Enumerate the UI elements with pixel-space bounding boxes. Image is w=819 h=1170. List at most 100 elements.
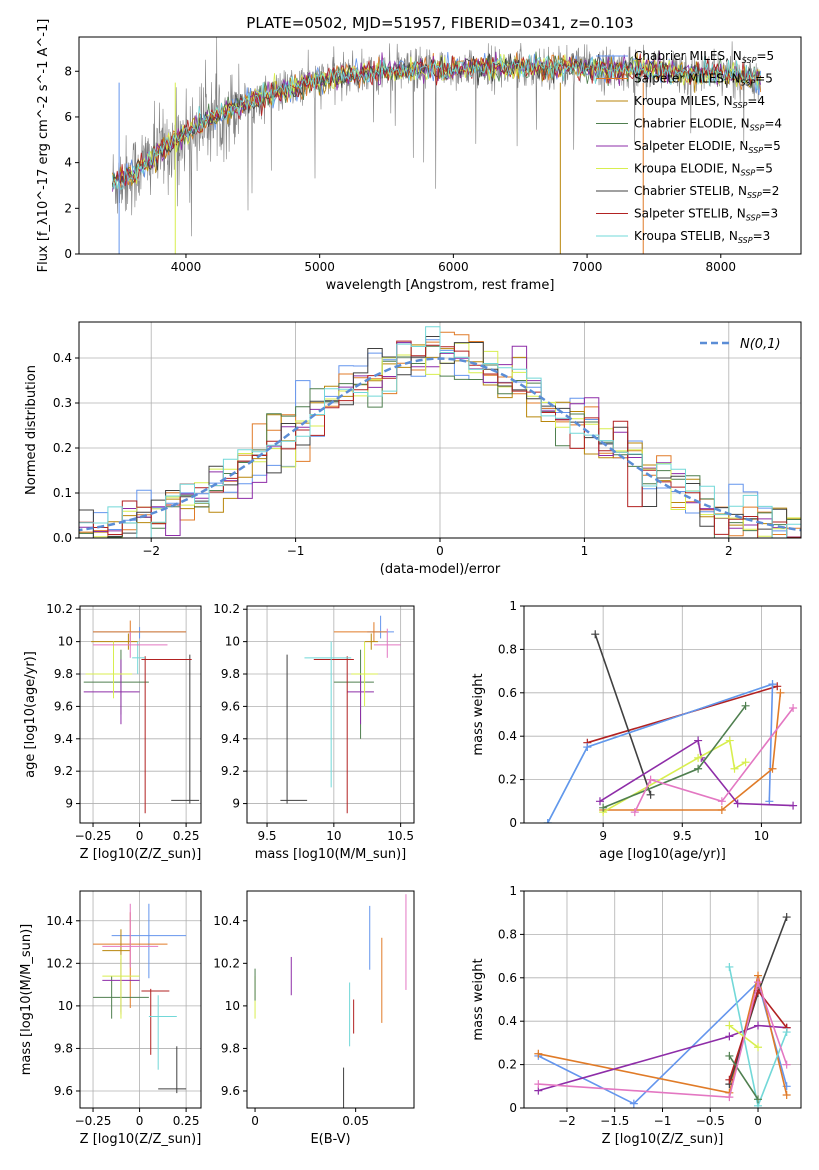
y-tick-label: 10.2 — [213, 956, 240, 970]
x-tick-label: 9 — [599, 829, 607, 843]
y-tick-label: 9 — [232, 797, 240, 811]
x-tick-label: 0.05 — [342, 1114, 369, 1128]
x-tick-label: 9.5 — [257, 829, 276, 843]
weight-marker — [725, 1032, 734, 1041]
y-tick-label: 8 — [64, 64, 72, 78]
y-tick-label: 0.8 — [498, 927, 517, 941]
y-tick-label: 0 — [509, 1101, 517, 1115]
weight-marker — [725, 962, 734, 971]
y-tick-label: 1 — [509, 884, 517, 898]
weight-marker — [599, 803, 608, 812]
residual-hist-9 — [79, 326, 801, 538]
weight-marker — [754, 1043, 763, 1052]
x-tick-label: 2 — [725, 544, 733, 558]
legend-label: Kroupa STELIB, NSSP=3 — [634, 229, 770, 245]
weight-marker — [789, 703, 798, 712]
x-axis-label: Z [log10(Z/Z_sun)] — [80, 847, 202, 862]
chart-mass-vs-EBV: 0 0.05 9.6 9.8 10 10.2 10.4 E(B-V) — [213, 890, 415, 1147]
chart-massweight-vs-Z: −2 −1.5 −1 −0.5 0 0 0.2 0.4 0.6 0.8 1 Z [log10(Z/Z_… — [471, 884, 802, 1147]
y-tick-label: 9.8 — [54, 667, 73, 681]
y-tick-label: 0.1 — [53, 486, 72, 500]
figure-title: PLATE=0502, MJD=51957, FIBERID=0341, z=0… — [246, 14, 633, 32]
weight-marker — [725, 736, 734, 745]
plot-area — [543, 630, 798, 823]
weight-marker — [768, 764, 777, 773]
plot-area — [280, 615, 401, 814]
hist-legend: N(0,1) — [700, 337, 781, 352]
x-axis-label: Z [log10(Z/Z_sun)] — [80, 1132, 202, 1147]
y-tick-label: 9.8 — [221, 667, 240, 681]
y-tick-label: 9.2 — [221, 764, 240, 778]
axes-frame — [523, 605, 802, 824]
y-tick-label: 0.2 — [53, 441, 72, 455]
y-tick-label: 9.6 — [221, 1084, 240, 1098]
legend-label: Chabrier STELIB, NSSP=2 — [634, 184, 779, 200]
x-tick-label: 6000 — [438, 260, 469, 274]
axes-frame — [246, 890, 415, 1109]
weight-marker — [646, 790, 655, 799]
weight-marker — [694, 736, 703, 745]
plot-area — [534, 913, 791, 1108]
y-tick-label: 4 — [64, 156, 72, 170]
x-tick-label: −1 — [654, 1114, 672, 1128]
y-tick-label: 0.2 — [498, 1058, 517, 1072]
x-tick-label: 0 — [251, 1114, 259, 1128]
y-tick-label: 9 — [65, 797, 73, 811]
legend-label: N(0,1) — [740, 337, 781, 352]
x-tick-label: −2 — [558, 1114, 576, 1128]
weight-marker — [773, 682, 782, 691]
weight-marker — [782, 1090, 791, 1099]
plot-area — [83, 620, 200, 814]
model-spectrum-9 — [112, 54, 761, 190]
weight-marker — [782, 1060, 791, 1069]
axes-frame — [78, 36, 802, 255]
y-tick-label: 10 — [58, 999, 73, 1013]
weight-marker — [646, 775, 655, 784]
y-tick-label: 0.4 — [53, 351, 72, 365]
y-tick-label: 9.8 — [54, 1041, 73, 1055]
x-tick-label: 0 — [436, 544, 444, 558]
y-axis-label: Normed distribution — [24, 365, 39, 495]
legend-label: Chabrier ELODIE, NSSP=4 — [634, 117, 782, 133]
chart-panels: 4000 5000 6000 7000 8000 0 2 4 6 8 wavelength [Ang… — [19, 19, 802, 1147]
y-tick-label: 9.8 — [221, 1041, 240, 1055]
weight-marker — [782, 913, 791, 922]
weight-marker — [595, 797, 604, 806]
plot-area — [254, 894, 407, 1108]
weight-marker — [725, 1051, 734, 1060]
weight-marker — [754, 1021, 763, 1030]
weight-marker — [730, 764, 739, 773]
weight-marker — [754, 978, 763, 987]
y-tick-label: 0 — [509, 816, 517, 830]
plot-area — [112, 37, 761, 254]
legend-label: Salpeter MILES, NSSP=5 — [634, 72, 773, 88]
x-axis-label: E(B-V) — [310, 1132, 350, 1147]
weight-line-1 — [546, 683, 773, 823]
weight-marker — [717, 797, 726, 806]
weight-line-3 — [594, 633, 652, 796]
chart-age-vs-Z: −0.25 0 0.25 9 9.2 9.4 9.6 9.8 10 10.2 Z [log10(Z/… — [23, 602, 202, 862]
plot-area — [93, 903, 187, 1094]
x-tick-label: 5000 — [304, 260, 335, 274]
weight-line-4 — [546, 682, 774, 823]
weight-marker — [782, 1028, 791, 1037]
x-tick-label: 1 — [581, 544, 589, 558]
axes-frame — [246, 605, 415, 824]
y-axis-label: mass weight — [471, 958, 486, 1040]
x-tick-label: −0.5 — [696, 1114, 725, 1128]
y-tick-label: 0.2 — [498, 773, 517, 787]
x-tick-label: −2 — [142, 544, 160, 558]
y-tick-label: 9.2 — [54, 764, 73, 778]
y-tick-label: 0.6 — [498, 686, 517, 700]
spectrum-legend: Chabrier MILES, NSSP=5 Salpeter MILES, NS… — [596, 49, 782, 245]
y-tick-label: 6 — [64, 110, 72, 124]
y-tick-label: 10 — [58, 635, 73, 649]
x-axis-label: wavelength [Angstrom, rest frame] — [326, 278, 555, 293]
x-tick-label: 7000 — [572, 260, 603, 274]
x-tick-label: −1.5 — [600, 1114, 629, 1128]
y-tick-label: 10 — [225, 999, 240, 1013]
weight-marker — [789, 801, 798, 810]
weight-marker — [694, 764, 703, 773]
x-tick-label: 10.5 — [387, 829, 414, 843]
